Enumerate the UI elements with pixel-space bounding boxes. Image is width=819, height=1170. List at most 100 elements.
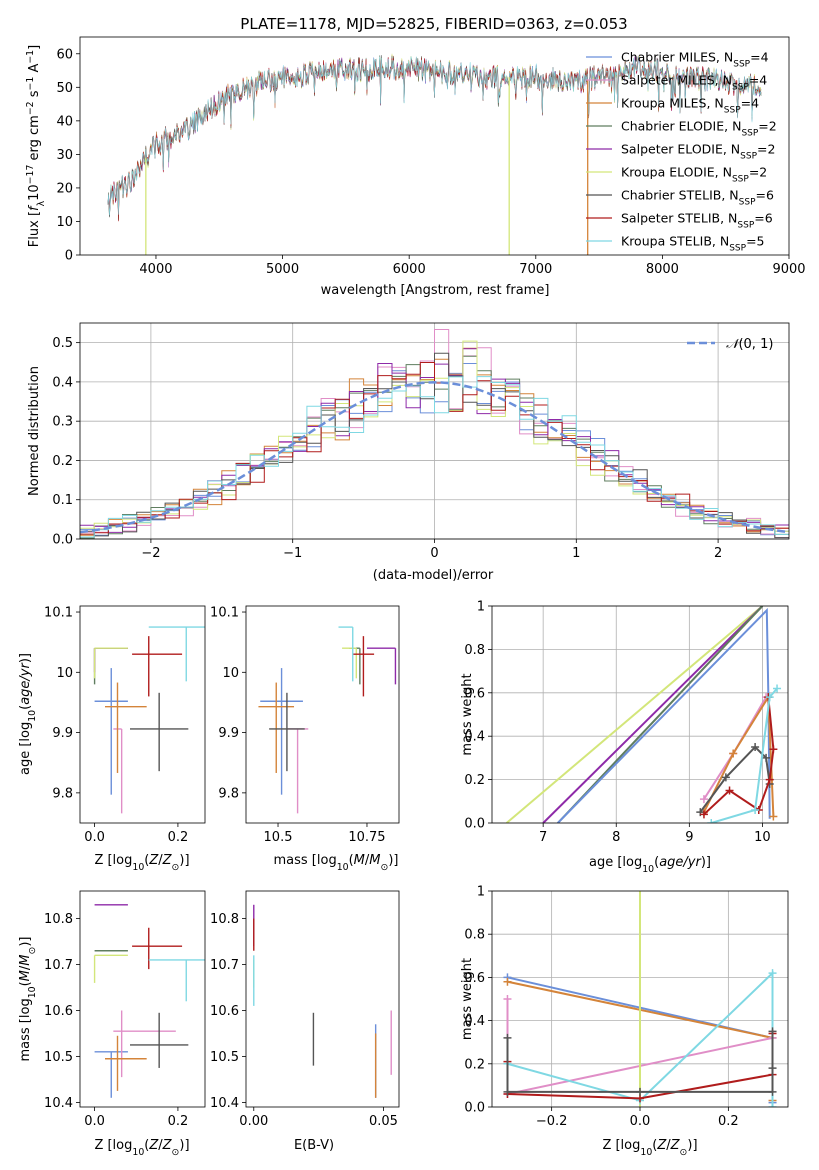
axes-mass_vs_ebv: 0.00 0.05 10.4 10.5 10.6 10.7 10.8 E(B-V) — [210, 890, 400, 1153]
legend-label-salpeter-miles-part: =4 — [749, 73, 767, 88]
y-axis-label-part: A — [27, 64, 42, 77]
y-tick-label: 10 — [56, 666, 73, 681]
x-axis-label-part: / — [666, 1138, 671, 1153]
y-tick-label: 9.9 — [52, 726, 73, 741]
x-tick-label: −2 — [141, 546, 160, 561]
axes-mass_vs_Z: 0.0 0.210.410.510.610.710.8Z [log10(Z/Z⊙)… — [18, 890, 206, 1158]
y-axis-label-part: −2 — [25, 101, 36, 115]
x-tick-label: 0.0 — [630, 1114, 651, 1129]
y-axis-label-part: M — [18, 955, 33, 966]
y-tick-label: 10.6 — [210, 1004, 239, 1019]
legend-label-kroupa-stelib-part: Kroupa STELIB, N — [621, 234, 729, 249]
weight-marker-kroupa-stelib — [768, 1103, 777, 1107]
x-axis-label-part: ( — [349, 853, 354, 868]
legend-label-kroupa-elodie-part: Kroupa ELODIE, N — [621, 165, 732, 180]
weight-marker-chabrier-stelib — [636, 1087, 644, 1096]
y-tick-label: 0.1 — [52, 493, 73, 508]
y-tick-label: 0.6 — [464, 686, 485, 701]
x-axis-label-part: Z [log — [94, 1138, 132, 1153]
legend-label-kroupa-elodie-part: SSP — [732, 175, 749, 185]
y-axis-label-part: 10 — [27, 710, 38, 722]
legend-label-chabrier-stelib-part: SSP — [739, 198, 756, 208]
y-tick-label: 10.7 — [210, 958, 239, 973]
x-axis-label-part: (data-model)/error — [373, 568, 494, 583]
x-tick-label: 0.2 — [718, 1114, 739, 1129]
x-tick-label: 9 — [685, 830, 693, 845]
axes-frame — [79, 605, 206, 824]
weight-marker-kroupa-stelib — [707, 819, 716, 823]
x-axis-label-part: Z — [148, 853, 159, 868]
x-tick-label: 10.5 — [264, 830, 293, 845]
y-tick-label: 0.0 — [464, 1101, 485, 1116]
x-axis-label: (data-model)/error — [373, 568, 494, 583]
legend-label-salpeter-miles: Salpeter MILES, NSSP=4 — [621, 73, 767, 93]
x-axis-label-part: M — [354, 853, 365, 868]
y-axis-label-part: λ — [36, 200, 47, 206]
y-axis-label-part: 10 — [27, 184, 42, 201]
weight-marker-chabrier-stelib — [768, 1064, 777, 1073]
x-axis-label-part: Z — [148, 1138, 159, 1153]
y-tick-label: 40 — [56, 114, 73, 129]
y-tick-label: 10.6 — [44, 1004, 73, 1019]
weight-marker-chabrier-stelib — [503, 1087, 512, 1096]
y-axis-label-part: 10 — [27, 986, 38, 998]
x-axis-label-part: Z — [656, 1138, 667, 1153]
weight-marker-kroupa-miles — [503, 977, 512, 986]
y-tick-label: 0.6 — [464, 971, 485, 986]
legend-label-kroupa-miles-part: =4 — [741, 96, 759, 111]
y-tick-label: 0.8 — [464, 928, 485, 943]
y-tick-label: 10.1 — [210, 606, 239, 621]
legend-label-chabrier-miles: Chabrier MILES, NSSP=4 — [621, 50, 769, 70]
legend-label-salpeter-elodie: Salpeter ELODIE, NSSP=2 — [621, 142, 775, 162]
y-axis-label-part: ] — [27, 45, 42, 50]
x-axis-label-part: )] — [687, 1138, 697, 1153]
y-axis-label: Flux [fλ10−17 erg cm−2 s−1 A−1] — [25, 45, 47, 247]
legend-label-kroupa-stelib-part: SSP — [729, 244, 746, 254]
legend-label-normal-part: (0, 1) — [738, 337, 773, 352]
y-axis-label-part: / — [18, 965, 33, 970]
legend-label-kroupa-elodie-part: =2 — [749, 165, 767, 180]
plot-area-massweight_vs_age — [505, 606, 782, 823]
legend-label-kroupa-stelib: Kroupa STELIB, NSSP=5 — [621, 234, 765, 254]
legend-label-kroupa-miles: Kroupa MILES, NSSP=4 — [621, 96, 759, 116]
weight-line-salpeter-stelib — [703, 697, 775, 816]
y-tick-label: 10.4 — [210, 1096, 239, 1111]
legend-label-salpeter-elodie-part: Salpeter ELODIE, N — [621, 142, 740, 157]
x-axis-label-part: age/yr — [659, 855, 702, 870]
x-tick-label: 10 — [754, 830, 771, 845]
y-tick-label: 9.8 — [52, 786, 73, 801]
y-axis-label-part: age/yr — [18, 661, 33, 704]
x-axis-label-part: Z — [670, 1138, 681, 1153]
y-axis-label-part: −1 — [25, 50, 36, 64]
x-tick-label: 0.00 — [239, 1114, 268, 1129]
x-axis-label-part: / — [365, 853, 370, 868]
weight-marker-kroupa-stelib — [768, 969, 777, 978]
x-axis-label-part: 10 — [640, 1147, 652, 1158]
x-tick-label: 0.0 — [84, 830, 105, 845]
weight-marker-salpeter-miles — [503, 995, 512, 1003]
legend-label-chabrier-stelib-part: =6 — [756, 188, 774, 203]
x-tick-label: −1 — [283, 546, 302, 561]
y-tick-label: 10.4 — [44, 1096, 73, 1111]
x-tick-label: 1 — [572, 546, 580, 561]
x-axis-label-part: Z [log — [94, 853, 132, 868]
x-tick-label: 0.2 — [168, 830, 189, 845]
y-axis-label-part: )] — [18, 653, 33, 663]
y-tick-label: 0.4 — [52, 375, 73, 390]
y-tick-label: 0 — [65, 249, 73, 264]
axes-frame — [79, 890, 206, 1108]
y-axis-label-part: f — [27, 204, 42, 211]
histogram-salpeter-miles — [80, 329, 789, 538]
x-axis-label-part: age [log — [589, 855, 642, 870]
y-axis-label-part: ⊙ — [27, 947, 38, 955]
x-axis-label-part: 10 — [337, 862, 349, 873]
y-tick-label: 0.8 — [464, 643, 485, 658]
weight-marker-chabrier-stelib — [721, 773, 730, 782]
y-axis-label-part: ( — [18, 705, 33, 710]
y-axis-label: Normed distribution — [27, 366, 42, 496]
x-axis-label-part: )] — [179, 1138, 189, 1153]
y-tick-label: 0.4 — [464, 1014, 485, 1029]
